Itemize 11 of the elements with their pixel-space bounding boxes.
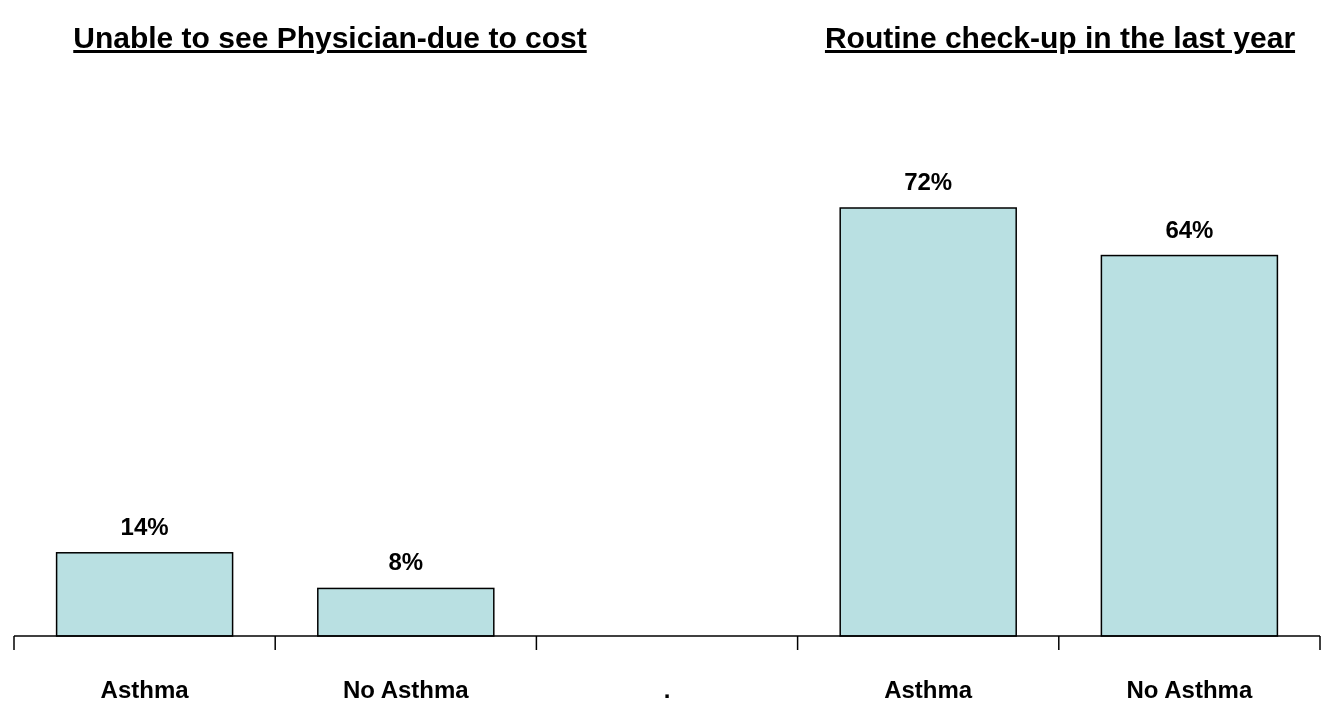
x-tick-label: No Asthma	[342, 676, 470, 702]
x-tick-label: No Asthma	[1126, 676, 1253, 702]
text: Unable to see Physician-due to cost	[73, 21, 587, 54]
x-tick-label: Asthma	[100, 676, 190, 702]
data-label: 72%	[904, 168, 953, 195]
x-tick-label: .	[663, 676, 671, 702]
text: Routine check-up in the last year	[824, 21, 1296, 54]
x-tick-label: Asthma	[884, 676, 973, 702]
data-label: 64%	[1165, 215, 1214, 243]
data-label: 8%	[388, 548, 424, 576]
data-label: 14%	[120, 512, 169, 540]
